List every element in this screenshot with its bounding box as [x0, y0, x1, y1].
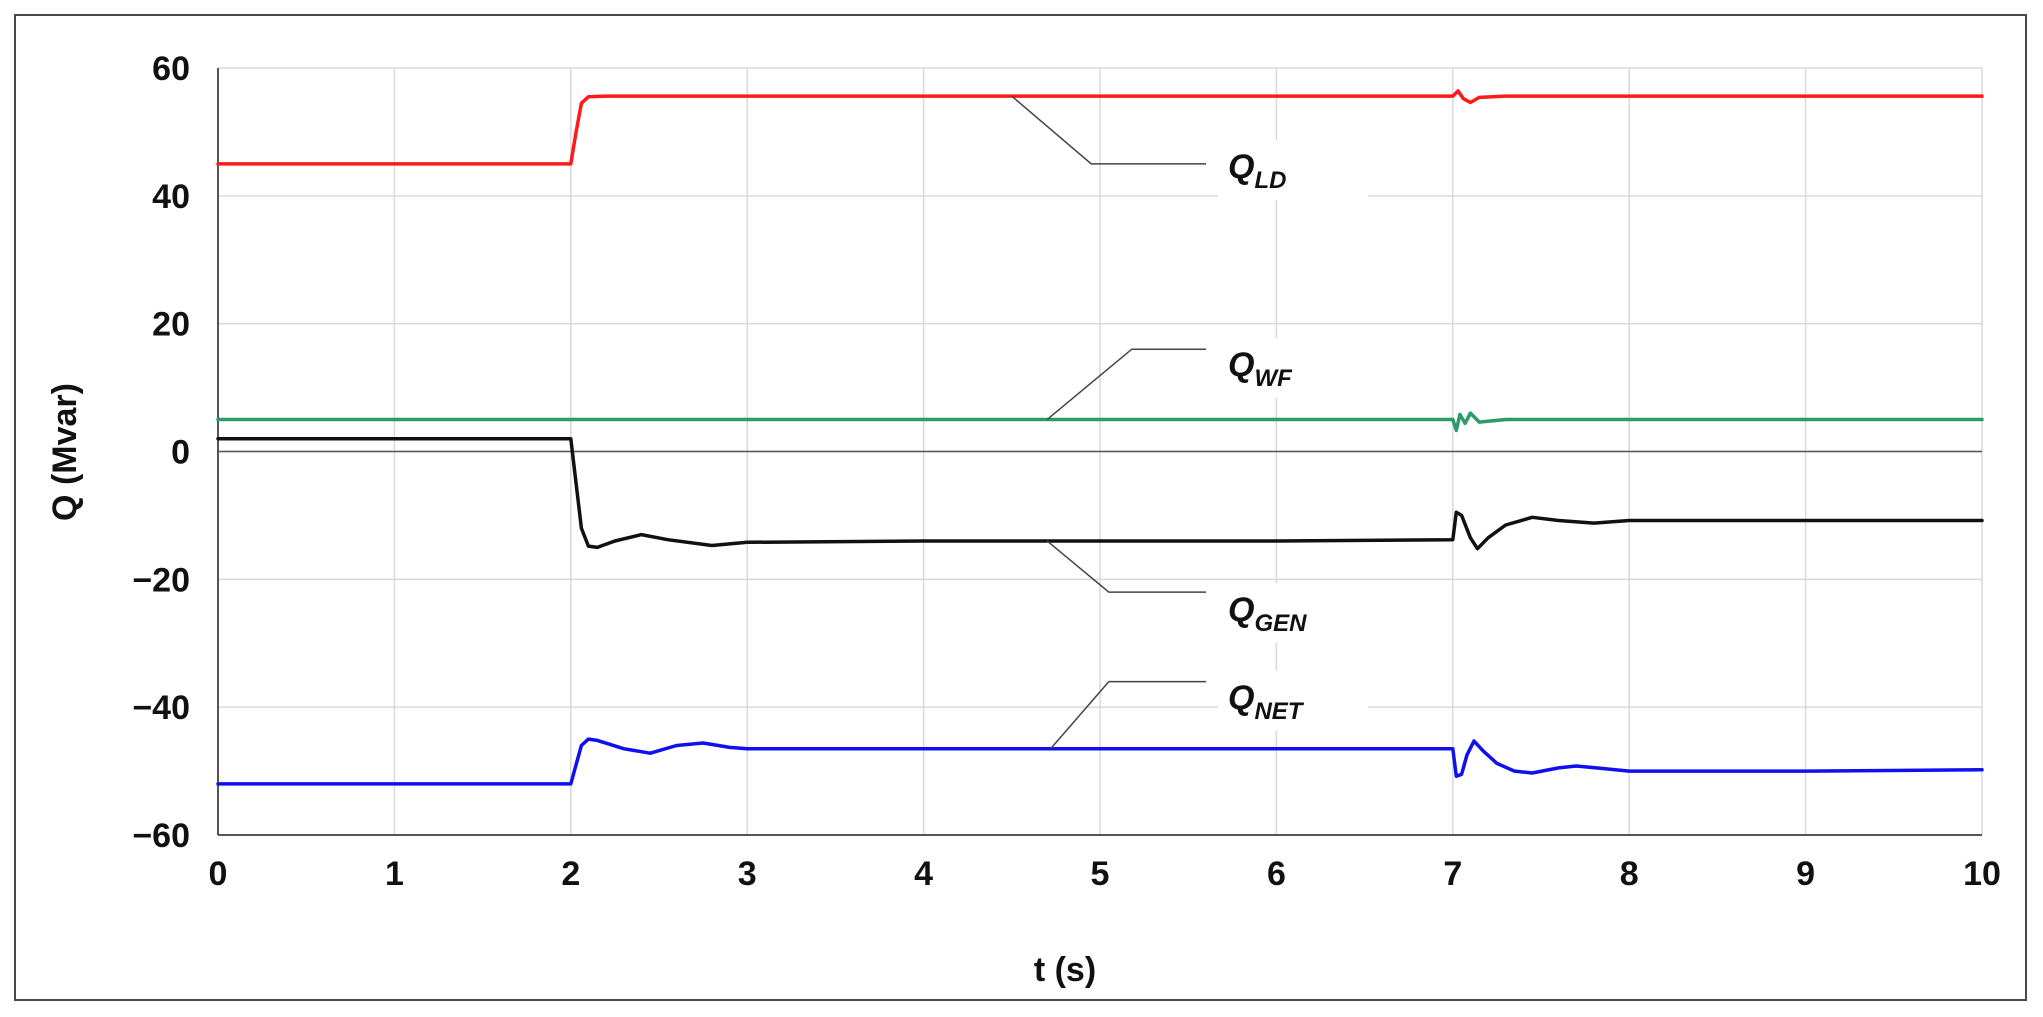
x-tick-label: 2	[561, 855, 580, 893]
x-tick-label: 10	[1963, 855, 2001, 893]
series-label-subscript: WF	[1254, 365, 1293, 392]
annotation-leader	[1050, 680, 1206, 750]
chart-frame: 0 1 2 3 4 5 6 7 8 9 10 −60 −40 −20 0 20 40 60 QLD QWF QGEN Q…	[14, 14, 2027, 1001]
x-tick-label: 1	[385, 855, 404, 893]
y-tick-label: 60	[152, 50, 190, 88]
y-tick-label: 40	[152, 178, 190, 216]
x-axis-title: t (s)	[1034, 951, 1096, 989]
x-tick-label: 5	[1091, 855, 1110, 893]
series-line-q-wf	[216, 411, 1984, 433]
x-tick-label: 3	[738, 855, 757, 893]
y-tick-label: 0	[171, 434, 190, 472]
x-tick-label: 6	[1267, 855, 1286, 893]
series-line-q-ld	[216, 89, 1984, 166]
x-tick-label: 0	[209, 855, 228, 893]
axis-layer: 0 1 2 3 4 5 6 7 8 9 10 −60 −40 −20 0 20 40 60	[132, 50, 2001, 893]
annotation-leader	[1046, 348, 1206, 421]
series-line-q-gen	[216, 436, 1984, 551]
y-tick-label: −20	[132, 561, 190, 599]
annotation-backdrop	[1218, 338, 1368, 398]
series-line-q-net	[216, 737, 1984, 786]
x-tick-label: 4	[914, 855, 933, 893]
annotation-backdrop	[1218, 671, 1368, 731]
x-tick-label: 8	[1620, 855, 1639, 893]
y-axis-title: Q (Mvar)	[46, 383, 84, 521]
series-layer	[216, 89, 1984, 786]
series-label-subscript: GEN	[1254, 610, 1307, 637]
annotation-backdrop	[1218, 583, 1368, 643]
series-label-subscript: LD	[1254, 167, 1286, 194]
y-tick-label: −60	[132, 817, 190, 855]
x-tick-label: 9	[1796, 855, 1815, 893]
x-tick-label: 7	[1443, 855, 1462, 893]
annotation-leader	[1046, 540, 1206, 593]
annotation-backdrop	[1218, 140, 1368, 200]
y-tick-label: −40	[132, 689, 190, 727]
y-tick-label: 20	[152, 306, 190, 344]
series-label-subscript: NET	[1254, 698, 1304, 725]
annotation-leader	[1011, 95, 1206, 165]
chart-svg: 0 1 2 3 4 5 6 7 8 9 10 −60 −40 −20 0 20 40 60 QLDQWFQGENQ…	[46, 50, 2001, 989]
